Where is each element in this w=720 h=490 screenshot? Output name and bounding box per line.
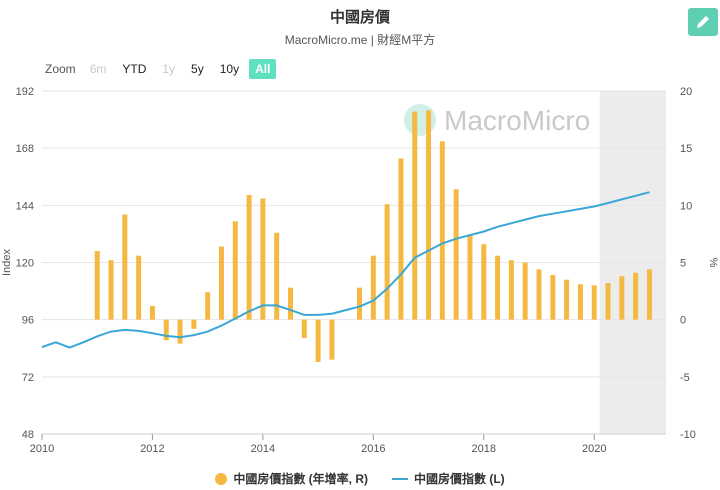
y2-tick-label: -10: [680, 429, 696, 441]
bar: [177, 319, 183, 344]
x-tick-label: 2014: [251, 443, 275, 455]
legend-item-bar[interactable]: 中國房價指數 (年增率, R): [215, 470, 368, 487]
bar: [426, 110, 432, 320]
y-tick-label: 120: [16, 258, 34, 270]
y-tick-label: 144: [16, 200, 34, 212]
bar: [163, 319, 169, 341]
index-line: [41, 191, 650, 349]
bar: [108, 260, 114, 320]
y-tick-label: 168: [16, 143, 34, 155]
bar: [398, 158, 404, 320]
y-tick-label: 72: [22, 372, 34, 384]
y2-tick-label: -5: [680, 372, 690, 384]
x-tick-label: 2020: [582, 443, 606, 455]
legend-bar-label: 中國房價指數 (年增率, R): [233, 472, 368, 486]
zoom-5y-button[interactable]: 5y: [191, 62, 204, 76]
zoom-bar: Zoom 6m YTD 1y 5y 10y All: [45, 58, 280, 80]
zoom-ytd-button[interactable]: YTD: [122, 62, 147, 76]
bar: [412, 111, 418, 320]
zoom-label: Zoom: [45, 62, 76, 76]
bar: [232, 221, 238, 320]
chart-subtitle: MacroMicro.me | 財經M平方: [284, 33, 436, 47]
y2-axis-title: %: [707, 258, 719, 268]
bar: [357, 287, 363, 320]
watermark-text: MacroMicro: [444, 105, 590, 136]
y2-tick-label: 20: [680, 86, 692, 98]
bar: [205, 292, 211, 320]
zoom-6m-button[interactable]: 6m: [89, 62, 107, 76]
bar: [495, 255, 501, 320]
bar: [329, 319, 335, 360]
x-tick-label: 2012: [140, 443, 164, 455]
y-tick-label: 192: [16, 86, 34, 98]
watermark-logo-icon: [404, 104, 436, 136]
chart-area[interactable]: 48 72 96 120 144 168 192 -10 -5 0 5 10 15 20 2010 2012 2…: [0, 0, 720, 465]
edit-button[interactable]: [688, 8, 718, 36]
legend-item-line[interactable]: 中國房價指數 (L): [392, 470, 505, 487]
bar: [619, 276, 625, 320]
zoom-10y-button[interactable]: 10y: [219, 62, 240, 76]
bar: [191, 319, 197, 329]
y-tick-label: 48: [22, 429, 34, 441]
bar: [287, 287, 293, 320]
y2-tick-label: 0: [680, 315, 686, 327]
bar: [508, 260, 514, 320]
x-tick-label: 2016: [361, 443, 385, 455]
legend-bar-swatch: [215, 472, 228, 485]
y2-tick-label: 15: [680, 143, 692, 155]
y2-tick-label: 10: [680, 200, 692, 212]
bar: [453, 189, 459, 320]
bar: [301, 319, 307, 338]
zoom-1y-button[interactable]: 1y: [162, 62, 176, 76]
bar: [605, 283, 611, 320]
bar: [260, 198, 266, 320]
bar: [122, 214, 128, 320]
legend-line-label: 中國房價指數 (L): [414, 472, 505, 486]
y-tick-label: 96: [22, 315, 34, 327]
chart-title: 中國房價: [329, 9, 390, 26]
bar: [633, 272, 639, 320]
bar: [370, 255, 376, 320]
bar: [439, 141, 445, 320]
bar: [384, 204, 390, 320]
bar: [218, 246, 224, 320]
x-tick-label: 2010: [30, 443, 54, 455]
y-axis-title: Index: [1, 249, 13, 276]
bar: [94, 251, 100, 320]
bar: [536, 269, 542, 320]
zoom-all-button[interactable]: All: [249, 59, 277, 79]
legend-line-swatch: [392, 477, 408, 480]
bar: [315, 319, 321, 362]
legend: 中國房價指數 (年增率, R) 中國房價指數 (L): [0, 470, 720, 487]
bar: [149, 305, 155, 320]
x-tick-label: 2018: [472, 443, 496, 455]
bar: [577, 284, 583, 320]
bar: [274, 232, 280, 320]
bar: [522, 262, 528, 320]
y2-tick-label: 5: [680, 258, 686, 270]
bar: [646, 269, 652, 320]
bar: [591, 285, 597, 320]
bar: [550, 275, 556, 320]
bar: [481, 244, 487, 320]
bar: [564, 279, 570, 320]
bar: [136, 255, 142, 320]
pencil-icon: [697, 16, 709, 28]
bar: [467, 235, 473, 320]
bar: [246, 195, 252, 320]
